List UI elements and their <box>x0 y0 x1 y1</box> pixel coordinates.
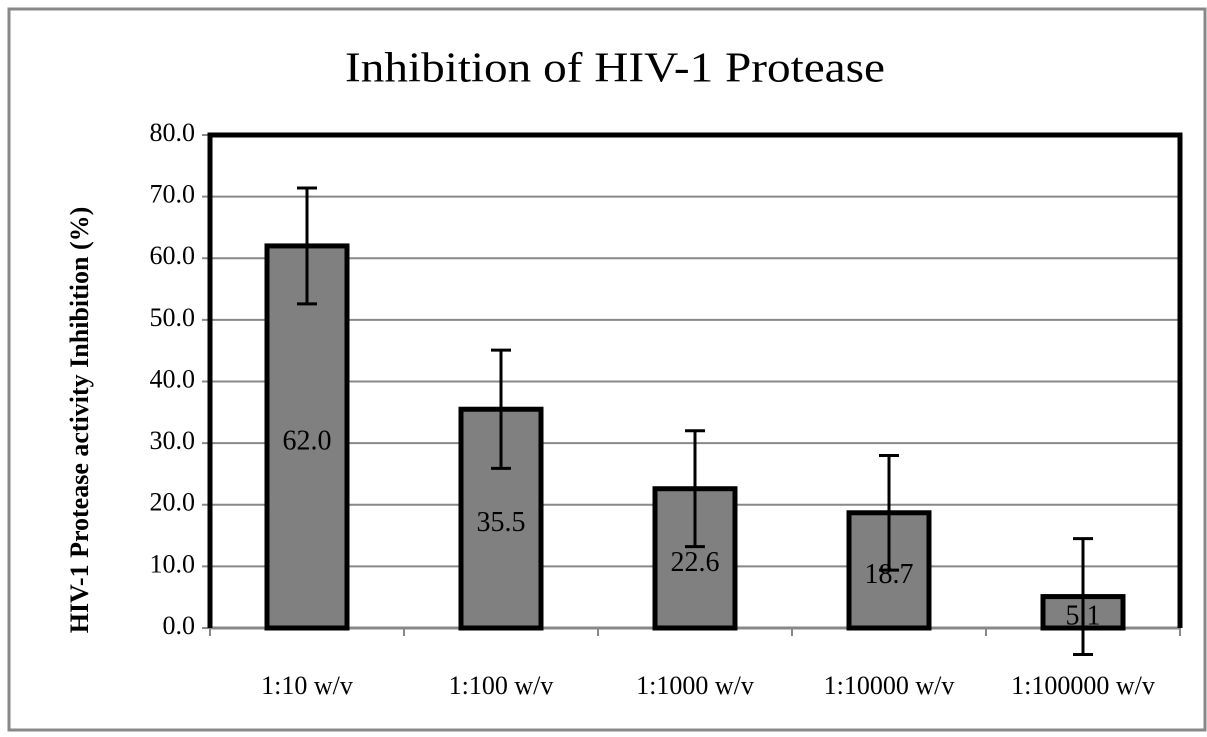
bar <box>264 243 350 631</box>
x-tick-label: 1:10 w/v <box>261 671 353 700</box>
y-tick-label: 60.0 <box>150 241 196 270</box>
y-tick-label: 20.0 <box>150 488 196 517</box>
y-tick-label: 70.0 <box>150 180 196 209</box>
value-label: 22.6 <box>671 547 720 578</box>
x-tick-label: 1:1000 w/v <box>636 671 754 700</box>
y-tick-label: 50.0 <box>150 303 196 332</box>
plot-border <box>207 132 1183 628</box>
value-label: 35.5 <box>477 507 526 538</box>
y-axis-label: HIV-1 Protease activity Inhibition (%) <box>65 207 94 634</box>
value-label: 18.7 <box>865 559 914 590</box>
y-tick-label: 0.0 <box>163 611 196 640</box>
x-tick-label: 1:10000 w/v <box>824 671 955 700</box>
x-tick-label: 1:100000 w/v <box>1011 671 1155 700</box>
y-tick-label: 10.0 <box>150 549 196 578</box>
y-tick-label: 40.0 <box>150 364 196 393</box>
x-tick-label: 1:100 w/v <box>449 671 554 700</box>
value-label: 62.0 <box>283 425 332 456</box>
chart-title: Inhibition of HIV-1 Protease <box>345 46 885 92</box>
y-tick-label: 80.0 <box>150 118 196 147</box>
y-tick-label: 30.0 <box>150 426 196 455</box>
value-label: 5.1 <box>1066 601 1101 632</box>
